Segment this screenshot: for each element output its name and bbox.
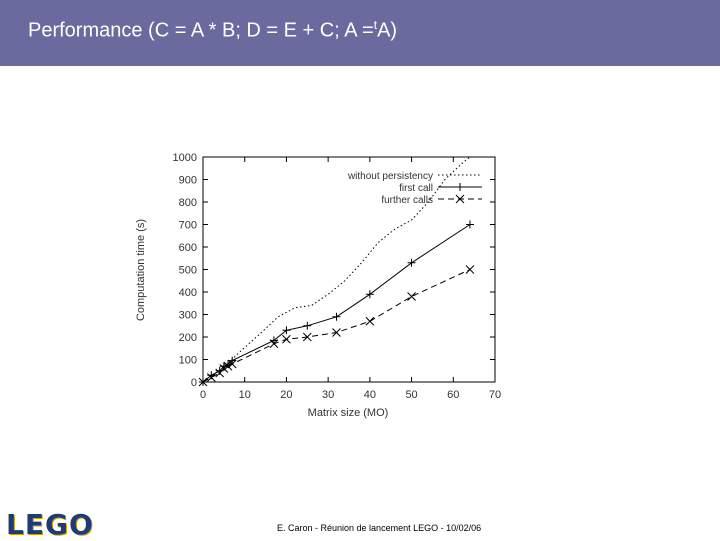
data-point — [223, 361, 233, 371]
logo-text: LEGO — [6, 508, 94, 541]
lego-logo: LEGO — [6, 508, 94, 541]
x-tick-label: 0 — [200, 389, 206, 401]
y-axis-label: Computation time (s) — [135, 219, 147, 321]
y-tick-label: 700 — [179, 220, 197, 232]
y-tick-label: 500 — [179, 265, 197, 277]
slide-footer: E. Caron - Réunion de lancement LEGO - 1… — [277, 523, 482, 533]
data-point — [365, 290, 374, 299]
performance-chart: 0 100 200 300 400 500 600 700 800 900 1000 0 10 20 30 4… — [135, 152, 502, 419]
y-tick-label: 800 — [179, 197, 197, 209]
x-tick-label: 30 — [322, 389, 334, 401]
data-point — [269, 336, 278, 345]
data-point — [228, 356, 237, 365]
data-point — [303, 321, 312, 330]
y-tick-label: 100 — [179, 355, 197, 367]
data-point — [332, 328, 341, 337]
legend-label: first call — [399, 183, 433, 194]
x-tick-label: 20 — [280, 389, 292, 401]
x-tick-label: 40 — [364, 389, 376, 401]
legend-marker — [455, 194, 465, 204]
y-tick-label: 400 — [179, 287, 197, 299]
data-point — [332, 312, 341, 321]
x-tick-label: 50 — [405, 389, 417, 401]
y-tick-label: 600 — [179, 242, 197, 254]
chart-series — [198, 156, 475, 387]
y-tick-label: 200 — [179, 332, 197, 344]
data-point — [206, 373, 216, 382]
data-point — [407, 292, 416, 301]
data-point — [269, 339, 279, 349]
x-tick-label: 60 — [447, 389, 459, 401]
series-2 — [198, 265, 475, 387]
slide-title-superscript: t — [373, 18, 378, 32]
slide-title: Performance (C = A * B; D = E + C; A =tA… — [28, 18, 397, 43]
series-1 — [199, 220, 474, 386]
slide-header: Performance (C = A * B; D = E + C; A =tA… — [0, 0, 720, 66]
series-line — [202, 269, 471, 383]
legend-label: further calls — [381, 195, 433, 206]
legend-marker — [456, 183, 464, 191]
data-point — [219, 364, 229, 373]
x-tick-label: 70 — [489, 389, 501, 401]
series-line — [202, 224, 471, 383]
data-point — [198, 377, 208, 387]
data-point — [227, 359, 237, 369]
data-point — [407, 258, 416, 267]
data-point — [282, 326, 291, 335]
data-point — [302, 332, 312, 342]
data-point — [365, 316, 375, 326]
y-tick-label: 900 — [179, 175, 197, 187]
x-axis-label: Matrix size (MO) — [308, 407, 389, 419]
y-tick-label: 0 — [191, 377, 197, 389]
y-tick-label: 1000 — [173, 152, 197, 164]
data-point — [465, 265, 475, 274]
plot-frame — [202, 156, 496, 383]
x-tick-label: 10 — [239, 389, 251, 401]
series-0 — [202, 156, 471, 383]
slide-title-main: Performance (C = A * B; D = E + C; A = — [28, 19, 374, 42]
series-line — [202, 156, 471, 383]
legend-label: without persistency — [347, 171, 433, 182]
slide-title-end: A) — [377, 19, 398, 42]
chart-axes: 0 100 200 300 400 500 600 700 800 900 1000 0 10 20 30 4… — [173, 152, 502, 401]
data-point — [282, 334, 291, 344]
data-point — [465, 220, 474, 229]
y-tick-label: 300 — [179, 310, 197, 322]
